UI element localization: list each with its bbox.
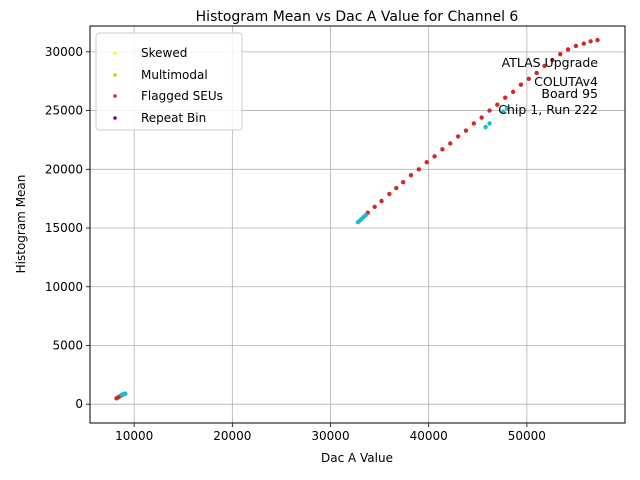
annotation-line: COLUTAv4 bbox=[534, 74, 598, 89]
data-point bbox=[510, 89, 516, 94]
annotation-line: Chip 1, Run 222 bbox=[498, 102, 598, 117]
data-point bbox=[416, 167, 422, 172]
data-point bbox=[424, 160, 429, 165]
x-axis-label: Dac A Value bbox=[321, 451, 393, 465]
legend: Skewed Multimodal Flagged SEUs Repeat Bi… bbox=[95, 32, 243, 131]
data-point bbox=[363, 212, 369, 218]
data-point bbox=[526, 76, 531, 82]
data-point bbox=[400, 180, 406, 185]
data-point bbox=[372, 204, 377, 210]
data-point bbox=[479, 115, 484, 120]
plot-area-frame bbox=[89, 25, 626, 424]
y-tick-label: 25000 bbox=[45, 104, 83, 118]
data-point bbox=[440, 147, 445, 152]
grid-lines bbox=[90, 26, 625, 423]
y-tick-label: 20000 bbox=[45, 162, 83, 176]
y-tick-label: 0 bbox=[75, 397, 83, 411]
data-point bbox=[595, 37, 600, 43]
data-point bbox=[408, 172, 414, 178]
data-point bbox=[588, 39, 593, 44]
data-point bbox=[581, 41, 586, 46]
y-tick-label: 30000 bbox=[45, 45, 83, 59]
x-tick-label: 30000 bbox=[311, 429, 349, 443]
data-point bbox=[558, 51, 563, 57]
data-point bbox=[123, 391, 128, 396]
data-point bbox=[394, 185, 399, 191]
data-point bbox=[550, 57, 555, 63]
x-tick-label: 50000 bbox=[508, 429, 546, 443]
y-tick-label: 5000 bbox=[52, 338, 83, 352]
x-tick-label: 40000 bbox=[410, 429, 448, 443]
data-point bbox=[483, 124, 488, 130]
data-point bbox=[505, 106, 510, 111]
legend-label: Skewed bbox=[141, 46, 187, 60]
data-point bbox=[432, 154, 437, 159]
annotation-block: ATLAS Upgrade COLUTAv4 Board 95 Chip 1, … bbox=[498, 55, 598, 117]
data-point bbox=[542, 63, 547, 69]
annotation-line: ATLAS Upgrade bbox=[502, 55, 599, 70]
data-point bbox=[471, 121, 477, 126]
data-point bbox=[448, 141, 453, 146]
legend-marker bbox=[113, 73, 117, 77]
data-point bbox=[534, 70, 539, 76]
data-point bbox=[503, 95, 508, 100]
axis-ticks: 10000 20000 30000 40000 50000 0 5000 10000 15000… bbox=[45, 45, 546, 443]
legend-marker bbox=[113, 94, 117, 98]
x-tick-label: 10000 bbox=[115, 429, 153, 443]
chart-title: Histogram Mean vs Dac A Value for Channe… bbox=[196, 9, 519, 25]
legend-marker bbox=[113, 116, 117, 120]
data-point bbox=[455, 134, 461, 139]
x-tick-label: 20000 bbox=[213, 429, 251, 443]
y-tick-label: 15000 bbox=[45, 221, 83, 235]
legend-box bbox=[95, 32, 243, 131]
data-point bbox=[495, 102, 500, 107]
y-axis-label: Histogram Mean bbox=[14, 175, 28, 274]
data-point bbox=[487, 108, 492, 113]
y-tick-label: 10000 bbox=[45, 280, 83, 294]
data-point bbox=[379, 198, 384, 204]
legend-marker bbox=[113, 51, 117, 55]
data-point bbox=[387, 191, 392, 197]
data-point bbox=[573, 43, 579, 49]
legend-label: Multimodal bbox=[141, 68, 208, 82]
data-point bbox=[487, 121, 492, 126]
data-point bbox=[463, 128, 469, 133]
legend-label: Repeat Bin bbox=[141, 111, 206, 125]
annotation-line: Board 95 bbox=[541, 86, 598, 101]
legend-label: Flagged SEUs bbox=[141, 89, 223, 103]
data-point bbox=[565, 47, 571, 52]
data-point bbox=[518, 82, 524, 87]
data-points bbox=[114, 37, 600, 401]
data-point bbox=[501, 109, 506, 114]
